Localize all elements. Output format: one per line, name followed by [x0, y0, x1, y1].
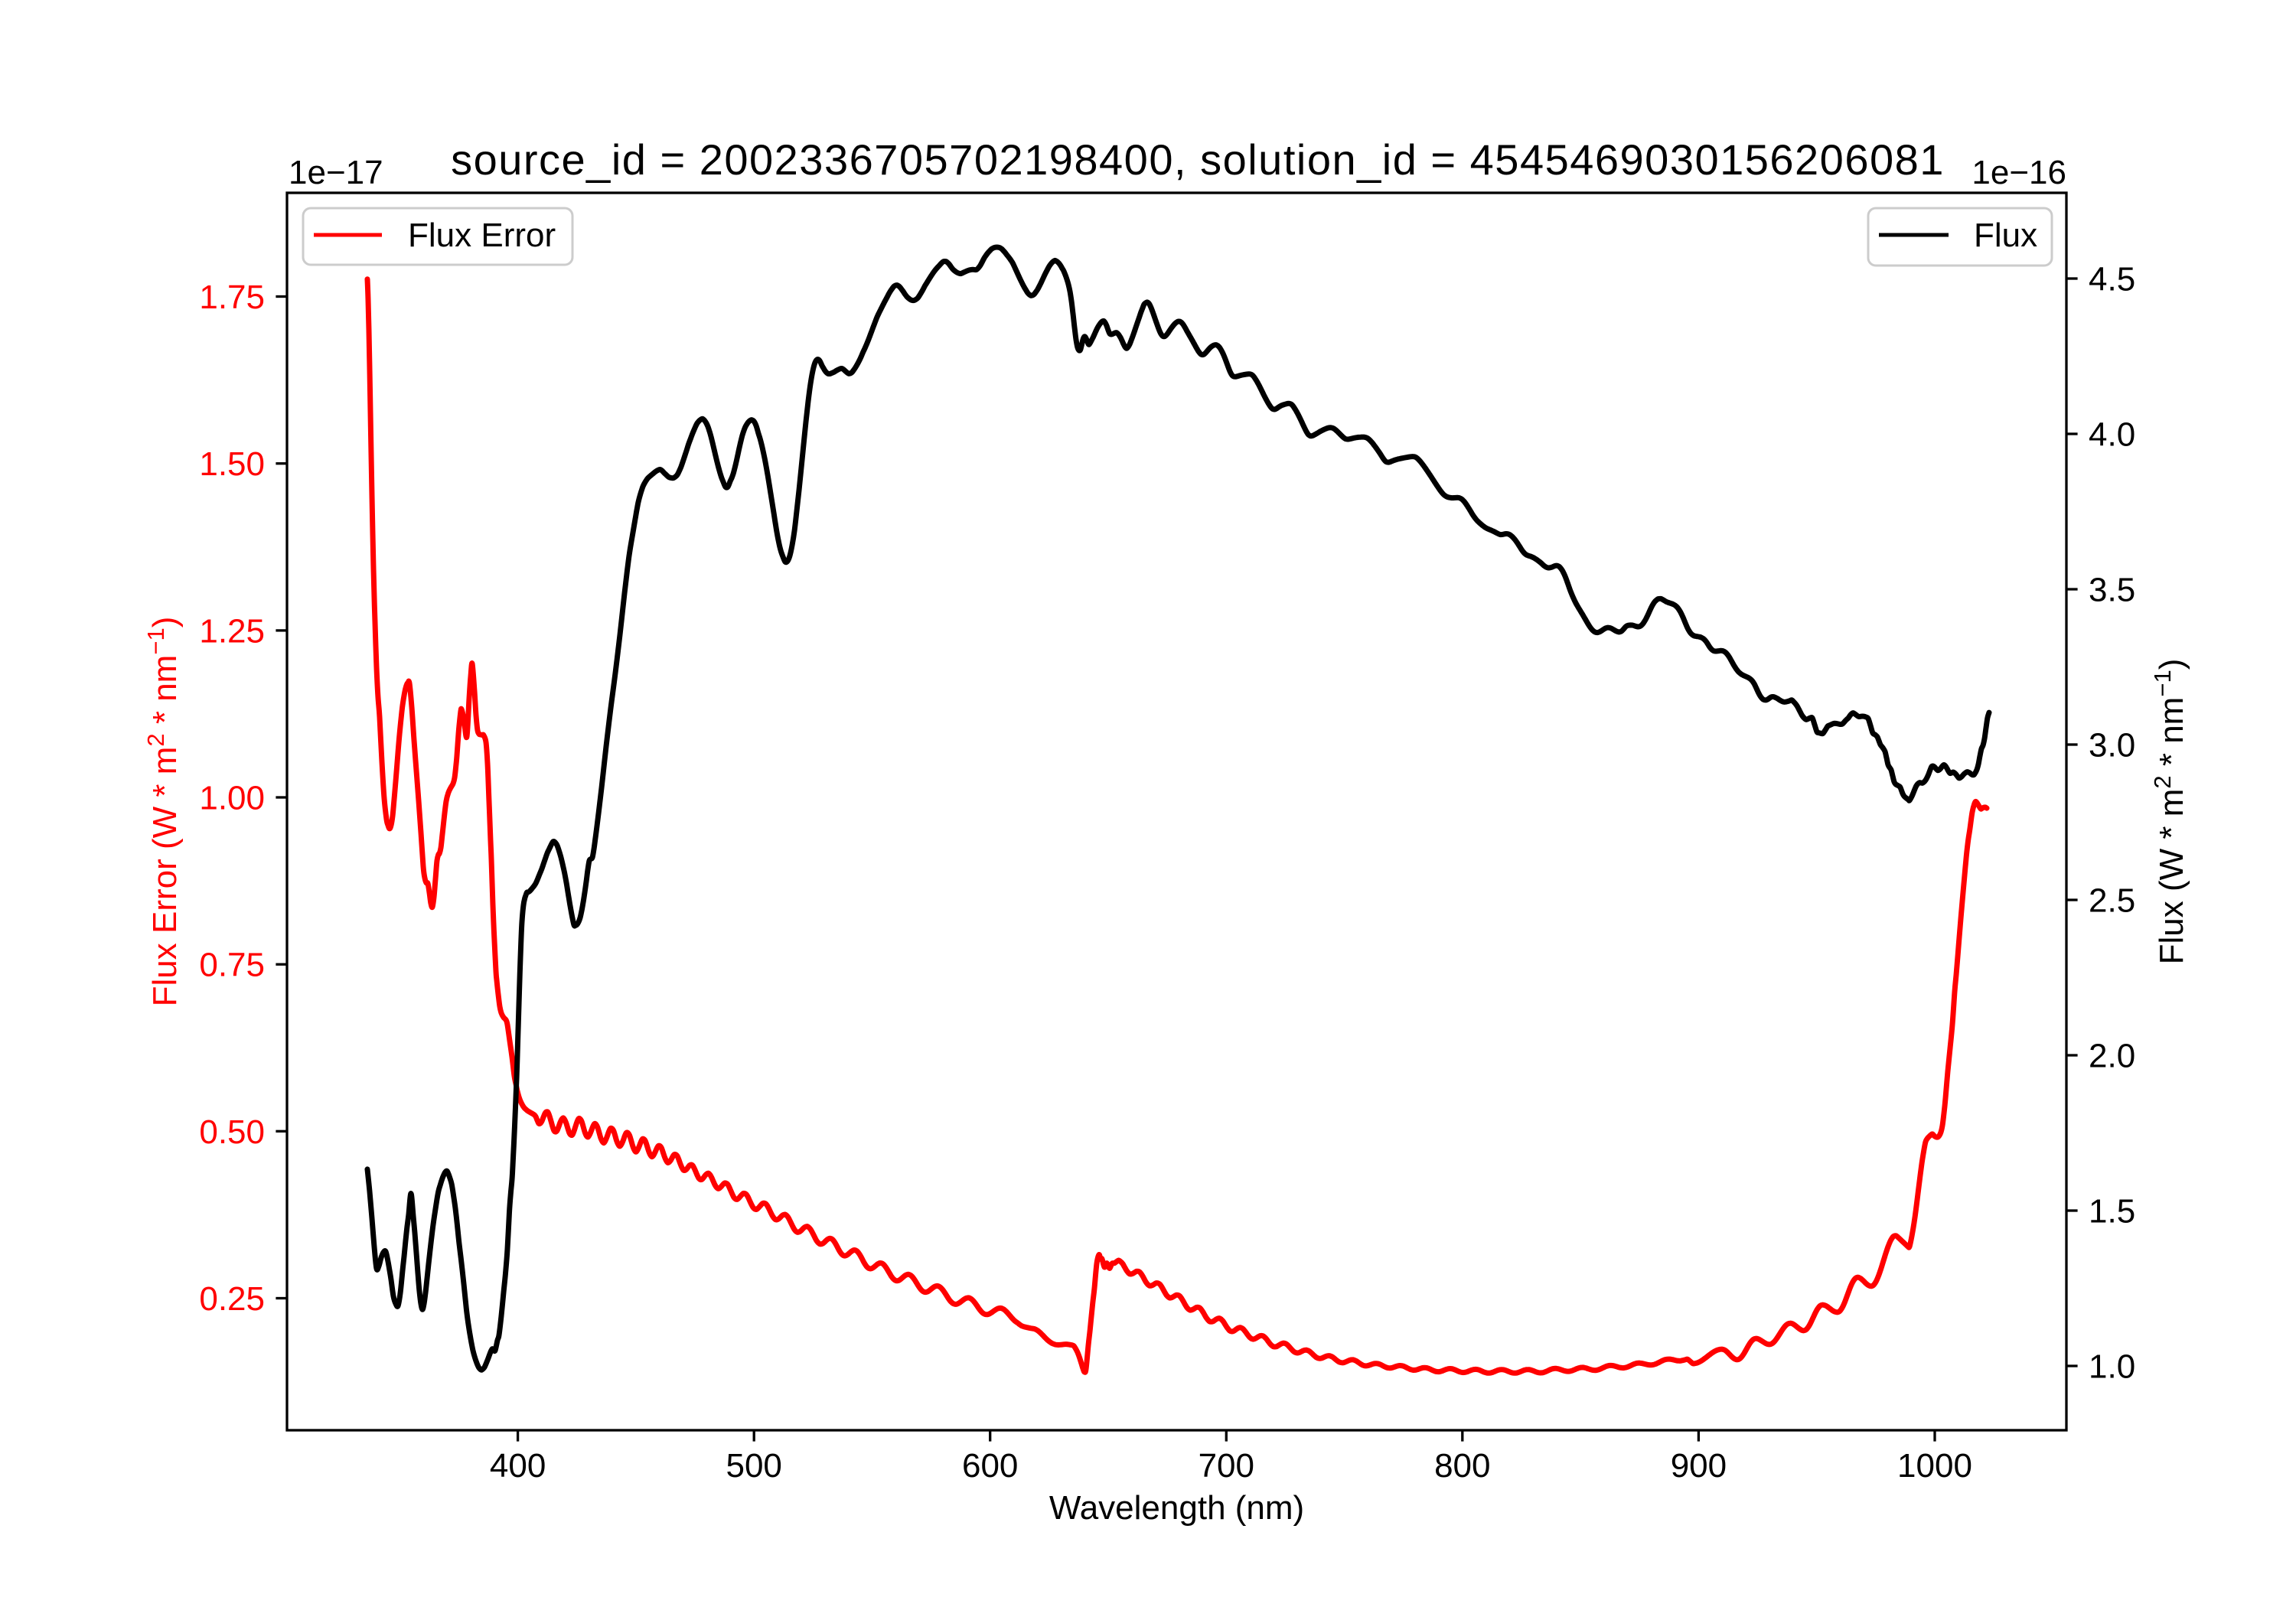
svg-text:4.0: 4.0 [2089, 416, 2135, 454]
svg-text:3.5: 3.5 [2089, 572, 2135, 609]
svg-text:3.0: 3.0 [2089, 727, 2135, 764]
svg-text:700: 700 [1199, 1447, 1254, 1485]
svg-text:Flux: Flux [1974, 217, 2037, 254]
svg-text:1e−16: 1e−16 [1971, 154, 2066, 191]
svg-text:Flux Error: Flux Error [408, 217, 556, 254]
svg-text:1.25: 1.25 [199, 612, 265, 650]
svg-text:800: 800 [1434, 1447, 1490, 1485]
svg-text:0.25: 0.25 [199, 1280, 265, 1318]
svg-text:1.50: 1.50 [199, 445, 265, 483]
svg-text:1.75: 1.75 [199, 279, 265, 316]
svg-text:4.5: 4.5 [2089, 261, 2135, 298]
svg-text:500: 500 [726, 1447, 781, 1485]
svg-text:900: 900 [1671, 1447, 1727, 1485]
svg-text:600: 600 [962, 1447, 1018, 1485]
svg-text:1000: 1000 [1897, 1447, 1972, 1485]
svg-text:Flux (W * m2 * nm−1): Flux (W * m2 * nm−1) [2149, 659, 2190, 965]
svg-text:1.00: 1.00 [199, 780, 265, 817]
svg-text:Wavelength (nm): Wavelength (nm) [1049, 1489, 1304, 1527]
svg-text:2.0: 2.0 [2089, 1038, 2135, 1075]
svg-text:source_id = 200233670570219840: source_id = 2002336705702198400, solutio… [451, 135, 1945, 184]
svg-text:1e−17: 1e−17 [289, 154, 383, 191]
svg-text:0.75: 0.75 [199, 947, 265, 984]
svg-text:0.50: 0.50 [199, 1113, 265, 1151]
svg-text:400: 400 [490, 1447, 546, 1485]
svg-text:2.5: 2.5 [2089, 882, 2135, 920]
svg-text:1.5: 1.5 [2089, 1193, 2135, 1231]
svg-text:1.0: 1.0 [2089, 1348, 2135, 1386]
svg-text:Flux Error (W * m2 * nm−1): Flux Error (W * m2 * nm−1) [142, 617, 184, 1007]
